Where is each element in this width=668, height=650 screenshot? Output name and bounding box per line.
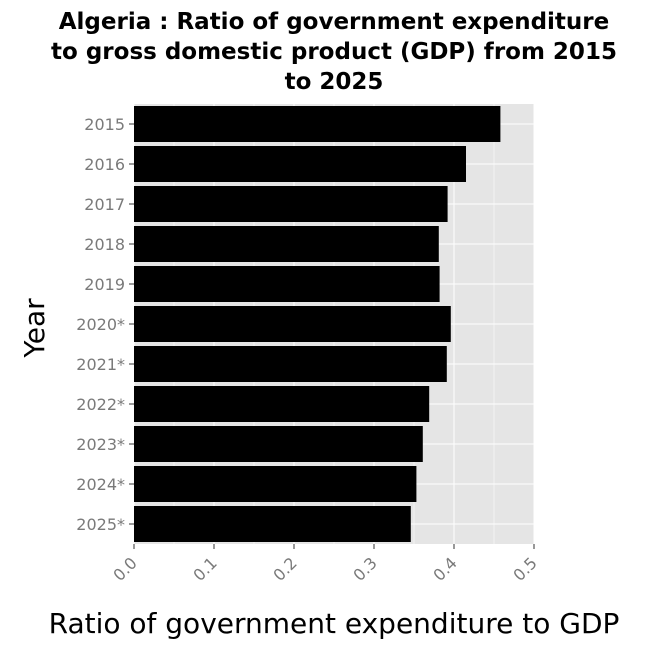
y-tick-label: 2021*	[76, 355, 125, 374]
chart-title-line-3: to 2025	[285, 69, 384, 95]
x-tick-label: 0.0	[109, 553, 140, 584]
bar-2024-projected	[134, 466, 417, 502]
x-tick-label: 0.2	[269, 553, 300, 584]
y-tick-label: 2023*	[76, 435, 125, 454]
chart-title-line-2: to gross domestic product (GDP) from 201…	[51, 39, 617, 65]
x-tick-label: 0.1	[189, 553, 220, 584]
chart-title: Algeria : Ratio of government expenditur…	[51, 9, 617, 95]
chart-title-line-1: Algeria : Ratio of government expenditur…	[59, 9, 609, 35]
y-tick-label: 2015	[84, 115, 125, 134]
bar-2019	[134, 266, 440, 302]
y-tick-label: 2018	[84, 235, 125, 254]
x-axis: 0.0 0.1 0.2 0.3 0.4 0.5	[109, 544, 541, 585]
bars	[134, 106, 501, 542]
y-tick-label: 2020*	[76, 315, 125, 334]
x-axis-title: Ratio of government expenditure to GDP	[49, 607, 620, 640]
bar-2021-projected	[134, 346, 447, 382]
y-tick-label: 2017	[84, 195, 125, 214]
x-tick-label: 0.5	[509, 553, 540, 584]
y-tick-label: 2022*	[76, 395, 125, 414]
y-tick-label: 2025*	[76, 515, 125, 534]
bar-2018	[134, 226, 439, 262]
x-tick-label: 0.3	[349, 553, 380, 584]
y-tick-label: 2024*	[76, 475, 125, 494]
y-axis: 2015 2016 2017 2018 2019 2020* 2021* 2022* 2023*…	[76, 115, 134, 534]
bar-2025-projected	[134, 506, 411, 542]
bar-2016	[134, 146, 466, 182]
bar-2022-projected	[134, 386, 430, 422]
y-axis-title: Year	[18, 298, 51, 359]
bar-2023-projected	[134, 426, 423, 462]
bar-2015	[134, 106, 501, 142]
bar-2020-projected	[134, 306, 451, 342]
y-tick-label: 2019	[84, 275, 125, 294]
x-tick-label: 0.4	[429, 553, 460, 584]
y-tick-label: 2016	[84, 155, 125, 174]
bar-2017	[134, 186, 448, 222]
